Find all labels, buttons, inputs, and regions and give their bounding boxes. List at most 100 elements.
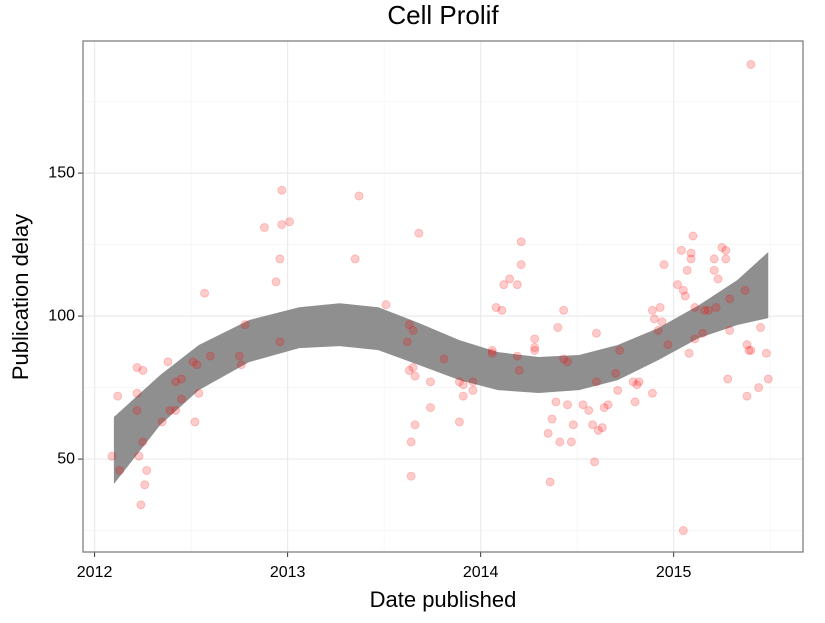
point: [763, 374, 773, 384]
point: [350, 254, 360, 264]
point: [134, 451, 144, 461]
point: [555, 437, 565, 447]
point: [165, 405, 175, 415]
point: [740, 285, 750, 295]
point: [190, 417, 200, 427]
point: [663, 340, 673, 350]
point: [603, 400, 613, 410]
point: [613, 385, 623, 395]
point: [132, 363, 142, 373]
y-tick-label: 100: [48, 307, 75, 324]
confidence-band: [113, 252, 769, 484]
point: [742, 391, 752, 401]
point: [138, 365, 148, 375]
point: [682, 265, 692, 275]
point: [647, 388, 657, 398]
point: [404, 320, 414, 330]
point: [647, 305, 657, 315]
point: [744, 345, 754, 355]
y-axis-label: Publication delay: [8, 214, 33, 380]
x-tick-label: 2012: [77, 564, 113, 581]
point: [454, 377, 464, 387]
point: [487, 348, 497, 358]
point: [402, 337, 412, 347]
plot-background: [83, 41, 803, 552]
point: [530, 334, 540, 344]
point: [512, 351, 522, 361]
point: [113, 391, 123, 401]
point: [711, 303, 721, 313]
point: [543, 428, 553, 438]
point: [354, 191, 364, 201]
point: [140, 480, 150, 490]
point: [709, 265, 719, 275]
point: [205, 351, 215, 361]
point: [408, 363, 418, 373]
point: [458, 391, 468, 401]
point: [709, 254, 719, 264]
point: [690, 334, 700, 344]
point: [277, 185, 287, 195]
point: [487, 345, 497, 355]
point: [591, 328, 601, 338]
point: [192, 360, 202, 370]
point: [425, 403, 435, 413]
point: [723, 374, 733, 384]
point: [746, 59, 756, 69]
point: [234, 351, 244, 361]
point: [381, 300, 391, 310]
point: [566, 437, 576, 447]
point: [721, 245, 731, 255]
point: [240, 320, 250, 330]
point: [530, 343, 540, 353]
point: [132, 388, 142, 398]
point: [717, 242, 727, 252]
point: [628, 377, 638, 387]
point: [277, 220, 287, 230]
point: [553, 323, 563, 333]
point: [655, 303, 665, 313]
point: [200, 288, 210, 298]
point: [115, 466, 125, 476]
point: [615, 345, 625, 355]
point: [725, 325, 735, 335]
point: [271, 277, 281, 287]
point: [138, 437, 148, 447]
point: [194, 388, 204, 398]
point: [563, 400, 573, 410]
point: [597, 423, 607, 433]
point: [410, 420, 420, 430]
point: [761, 348, 771, 358]
point: [659, 260, 669, 270]
point: [657, 317, 667, 327]
point: [584, 405, 594, 415]
point: [406, 471, 416, 481]
chart-title: Cell Prolif: [387, 0, 499, 30]
point: [275, 337, 285, 347]
y-tick-label: 150: [48, 164, 75, 181]
point: [680, 291, 690, 301]
point: [678, 526, 688, 536]
point: [491, 303, 501, 313]
point: [686, 254, 696, 264]
point: [756, 323, 766, 333]
point: [713, 274, 723, 284]
point: [497, 305, 507, 315]
point: [698, 328, 708, 338]
point: [686, 248, 696, 258]
point: [414, 228, 424, 238]
point: [142, 466, 152, 476]
point: [634, 377, 644, 387]
point: [136, 500, 146, 510]
point: [171, 377, 181, 387]
point: [516, 260, 526, 270]
point: [678, 285, 688, 295]
point: [107, 451, 117, 461]
point: [516, 237, 526, 247]
point: [700, 305, 710, 315]
point: [653, 325, 663, 335]
point: [568, 420, 578, 430]
point: [684, 348, 694, 358]
point: [259, 222, 269, 232]
